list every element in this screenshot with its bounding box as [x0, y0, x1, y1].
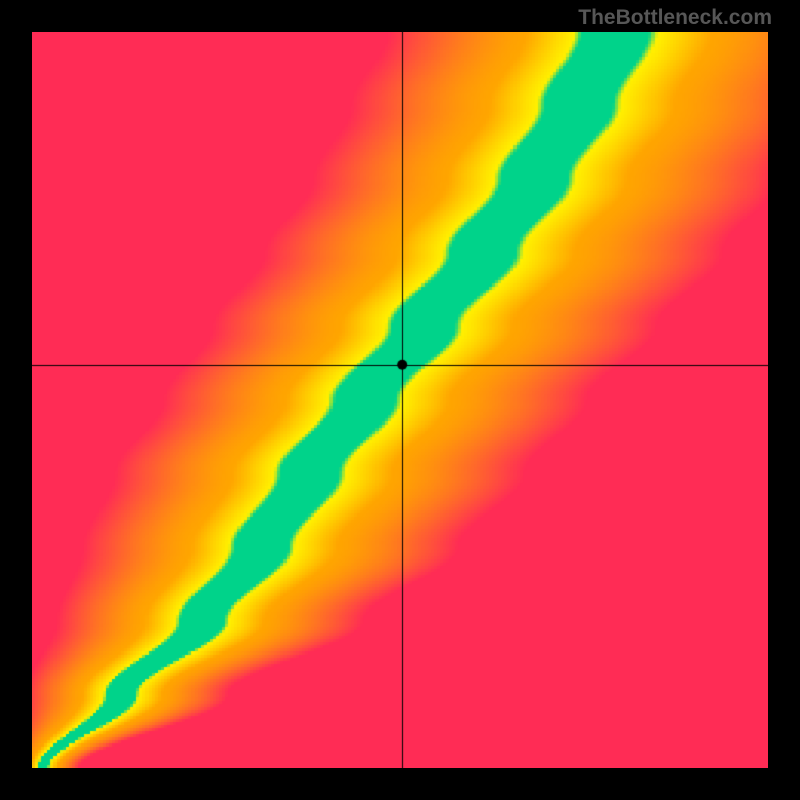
- watermark-text: TheBottleneck.com: [578, 6, 772, 30]
- heatmap-canvas: [32, 32, 768, 768]
- heatmap-plot: [32, 32, 768, 768]
